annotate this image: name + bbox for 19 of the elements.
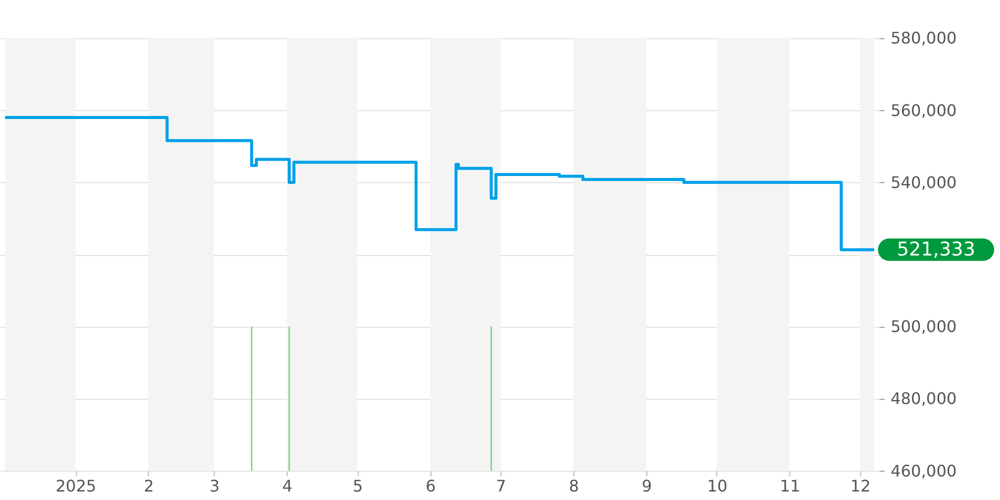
x-tick-label: 3 bbox=[209, 476, 220, 496]
x-tick-label: 5 bbox=[352, 476, 363, 496]
y-tick-label: 540,000 bbox=[890, 172, 957, 192]
x-tick-label: 6 bbox=[426, 476, 436, 496]
y-tick-label: 580,000 bbox=[890, 28, 957, 48]
x-tick-label: 11 bbox=[780, 476, 800, 496]
x-tick-label: 12 bbox=[850, 476, 871, 496]
x-tick-label: 9 bbox=[642, 476, 652, 496]
annotation: 521,333 bbox=[896, 238, 976, 261]
x-tick-label: 7 bbox=[496, 476, 506, 496]
x-tick-label: 2025 bbox=[56, 476, 96, 496]
y-tick-label: 480,000 bbox=[890, 389, 957, 408]
y-tick-label: 560,000 bbox=[890, 100, 957, 120]
x-tick-label: 2 bbox=[144, 476, 154, 496]
x-tick-label: 10 bbox=[707, 476, 728, 496]
y-tick-label: 500,000 bbox=[890, 317, 957, 336]
y-tick-label: 460,000 bbox=[890, 461, 957, 480]
x-tick-label: 8 bbox=[568, 476, 580, 496]
x-tick-label: 4 bbox=[282, 476, 292, 496]
